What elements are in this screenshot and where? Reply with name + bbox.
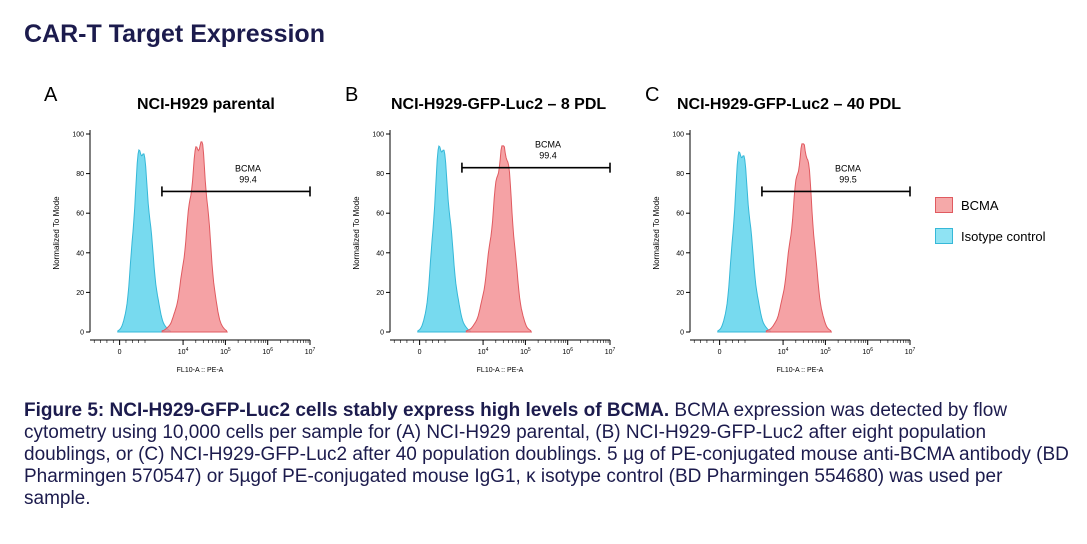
- x-tick-label: 0: [118, 349, 122, 356]
- caption-bold: Figure 5: NCI-H929-GFP-Luc2 cells stably…: [24, 400, 670, 421]
- y-tick-label: 0: [80, 330, 84, 337]
- y-tick-label: 0: [680, 330, 684, 337]
- caption-body: BCMA expression was detected by flow cyt…: [24, 400, 1069, 509]
- legend-swatch-isotype: [935, 228, 953, 244]
- gate-label: BCMA: [835, 163, 861, 173]
- histogram-panel-b: B NCI-H929-GFP-Luc2 – 8 PDL 0 20 40 60 80 100…: [344, 78, 654, 388]
- x-tick-label: 104: [778, 347, 789, 356]
- x-tick-label: 106: [562, 347, 573, 356]
- panel-title: NCI-H929 parental: [137, 96, 275, 113]
- panel-title: NCI-H929-GFP-Luc2 – 40 PDL: [677, 96, 902, 113]
- x-tick-label: 107: [905, 347, 916, 356]
- gate-value: 99.4: [239, 174, 257, 184]
- x-tick-label: 105: [220, 347, 231, 356]
- y-tick-label: 60: [376, 211, 384, 218]
- y-tick-label: 40: [676, 250, 684, 257]
- figure-caption: Figure 5: NCI-H929-GFP-Luc2 cells stably…: [24, 400, 1069, 510]
- bcma-histogram: [765, 143, 833, 333]
- panel-letter: C: [645, 84, 660, 106]
- x-tick-label: 105: [820, 347, 831, 356]
- gate-value: 99.5: [839, 174, 857, 184]
- y-tick-label: 100: [72, 132, 84, 139]
- y-axis-label: Normalized To Mode: [652, 196, 661, 270]
- legend: BCMA Isotype control: [935, 196, 1046, 258]
- y-tick-label: 40: [376, 250, 384, 257]
- x-tick-label: 104: [178, 347, 189, 356]
- legend-label: BCMA: [961, 197, 999, 213]
- y-axis-label: Normalized To Mode: [52, 196, 61, 270]
- bcma-histogram: [465, 145, 533, 333]
- isotype-histogram: [417, 145, 472, 333]
- panel-letter: A: [44, 84, 58, 106]
- y-tick-label: 100: [672, 132, 684, 139]
- legend-item-bcma: BCMA: [935, 196, 1046, 214]
- y-tick-label: 100: [372, 132, 384, 139]
- y-tick-label: 60: [76, 211, 84, 218]
- isotype-histogram: [117, 149, 172, 333]
- x-tick-label: 104: [478, 347, 489, 356]
- gate-label: BCMA: [235, 163, 261, 173]
- y-tick-label: 80: [76, 171, 84, 178]
- x-tick-label: 0: [418, 349, 422, 356]
- x-axis-label: FL10-A :: PE-A: [177, 367, 224, 374]
- y-axis-label: Normalized To Mode: [352, 196, 361, 270]
- y-tick-label: 0: [380, 330, 384, 337]
- bcma-histogram: [161, 141, 228, 333]
- x-tick-label: 107: [305, 347, 316, 356]
- histogram-panel-a: A NCI-H929 parental 0 20 40 60 80 100 0 104 105 1…: [44, 78, 354, 388]
- x-tick-label: 106: [262, 347, 273, 356]
- x-axis-label: FL10-A :: PE-A: [477, 367, 524, 374]
- isotype-histogram: [717, 151, 772, 333]
- y-tick-label: 20: [76, 290, 84, 297]
- x-tick-label: 106: [862, 347, 873, 356]
- y-tick-label: 20: [376, 290, 384, 297]
- legend-swatch-bcma: [935, 197, 953, 213]
- y-tick-label: 60: [676, 211, 684, 218]
- y-tick-label: 40: [76, 250, 84, 257]
- y-tick-label: 80: [376, 171, 384, 178]
- gate-value: 99.4: [539, 151, 557, 161]
- x-axis-label: FL10-A :: PE-A: [777, 367, 824, 374]
- gate-label: BCMA: [535, 140, 561, 150]
- histogram-panel-c: C NCI-H929-GFP-Luc2 – 40 PDL 0 20 40 60 80 10…: [644, 78, 954, 388]
- x-tick-label: 105: [520, 347, 531, 356]
- y-tick-label: 80: [676, 171, 684, 178]
- y-tick-label: 20: [676, 290, 684, 297]
- legend-item-isotype: Isotype control: [935, 227, 1046, 245]
- panel-title: NCI-H929-GFP-Luc2 – 8 PDL: [391, 96, 607, 113]
- legend-label: Isotype control: [961, 228, 1046, 244]
- page-title: CAR-T Target Expression: [24, 20, 325, 48]
- x-tick-label: 107: [605, 347, 616, 356]
- panel-letter: B: [345, 84, 359, 106]
- x-tick-label: 0: [718, 349, 722, 356]
